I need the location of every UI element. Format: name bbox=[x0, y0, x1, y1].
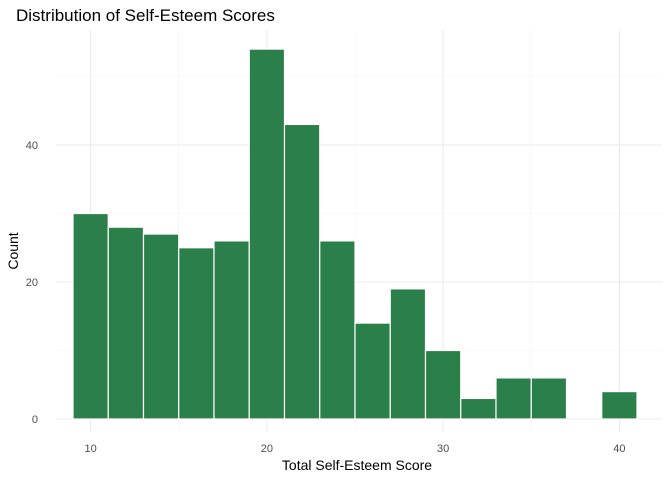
histogram-bar bbox=[72, 212, 109, 420]
x-axis-label: Total Self-Esteem Score bbox=[282, 457, 432, 473]
histogram-bar bbox=[248, 48, 286, 420]
histogram-bar bbox=[460, 397, 497, 420]
y-axis-ticks: 0 20 40 bbox=[26, 140, 38, 426]
histogram-bar bbox=[319, 240, 356, 420]
bars bbox=[72, 48, 638, 420]
histogram-bar bbox=[389, 288, 427, 420]
chart-title: Distribution of Self-Esteem Scores bbox=[16, 6, 275, 25]
y-axis-label: Count bbox=[5, 232, 21, 269]
histogram-bar bbox=[142, 233, 180, 420]
histogram-bar bbox=[530, 377, 568, 420]
x-axis-ticks: 10 20 30 40 bbox=[85, 443, 626, 455]
x-tick-label: 40 bbox=[613, 443, 625, 455]
histogram-bar bbox=[424, 349, 462, 420]
x-tick-label: 10 bbox=[85, 443, 97, 455]
y-tick-label: 40 bbox=[26, 140, 38, 152]
histogram-bar bbox=[178, 247, 215, 420]
histogram-bar bbox=[107, 226, 145, 420]
x-tick-label: 30 bbox=[437, 443, 449, 455]
y-tick-label: 20 bbox=[26, 277, 38, 289]
y-tick-label: 0 bbox=[32, 414, 38, 426]
x-tick-label: 20 bbox=[261, 443, 273, 455]
histogram-bar bbox=[354, 322, 391, 420]
histogram-bar bbox=[601, 391, 638, 420]
histogram-bar bbox=[213, 240, 250, 420]
histogram-bar bbox=[283, 123, 321, 420]
histogram-bar bbox=[495, 377, 532, 420]
